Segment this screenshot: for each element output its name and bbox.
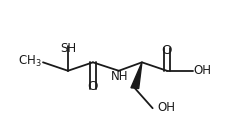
Polygon shape [130, 62, 141, 89]
Text: OH: OH [156, 101, 174, 114]
Text: OH: OH [193, 64, 211, 77]
Text: SH: SH [60, 42, 76, 55]
Text: O: O [161, 44, 171, 57]
Text: O: O [87, 80, 98, 93]
Text: NH: NH [110, 70, 128, 83]
Text: CH$_3$: CH$_3$ [18, 54, 42, 69]
